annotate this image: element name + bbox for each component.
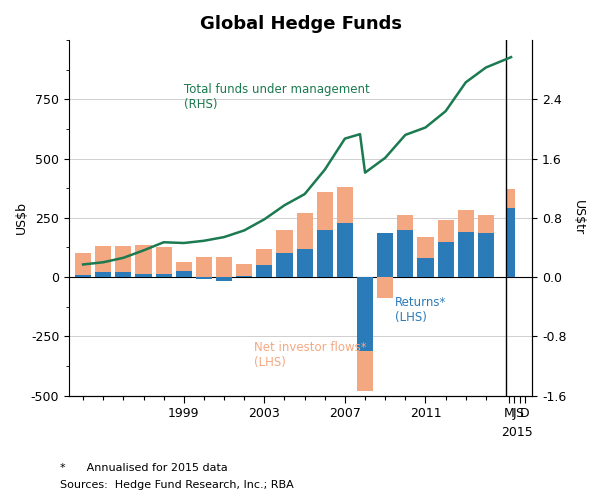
Bar bbox=[478, 233, 494, 277]
Text: Sources:  Hedge Fund Research, Inc.; RBA: Sources: Hedge Fund Research, Inc.; RBA bbox=[60, 480, 294, 490]
Bar bbox=[418, 237, 434, 258]
Y-axis label: US$tr: US$tr bbox=[572, 200, 585, 236]
Text: *      Annualised for 2015 data: * Annualised for 2015 data bbox=[60, 463, 228, 473]
Text: 2015: 2015 bbox=[501, 426, 533, 439]
Bar bbox=[478, 216, 494, 233]
Bar bbox=[458, 232, 474, 277]
Bar bbox=[337, 223, 353, 277]
Bar bbox=[115, 272, 131, 277]
Bar bbox=[115, 247, 131, 272]
Bar bbox=[136, 273, 152, 277]
Bar bbox=[418, 258, 434, 277]
Bar bbox=[357, 350, 373, 391]
Bar bbox=[437, 220, 454, 242]
Bar bbox=[377, 233, 393, 277]
Bar bbox=[95, 272, 111, 277]
Bar bbox=[296, 213, 313, 249]
Bar bbox=[236, 264, 252, 276]
Bar bbox=[507, 190, 515, 209]
Bar bbox=[357, 277, 373, 350]
Bar bbox=[317, 230, 333, 277]
Bar bbox=[176, 271, 192, 277]
Bar bbox=[136, 245, 152, 273]
Text: Net investor flows*
(LHS): Net investor flows* (LHS) bbox=[254, 341, 367, 369]
Bar bbox=[236, 276, 252, 277]
Text: Returns*
(LHS): Returns* (LHS) bbox=[395, 296, 446, 324]
Bar bbox=[377, 277, 393, 298]
Bar bbox=[277, 253, 293, 277]
Bar bbox=[317, 192, 333, 230]
Y-axis label: US$b: US$b bbox=[15, 201, 28, 235]
Bar bbox=[337, 187, 353, 223]
Bar bbox=[437, 242, 454, 277]
Bar bbox=[95, 247, 111, 272]
Bar bbox=[397, 216, 413, 230]
Bar bbox=[75, 274, 91, 277]
Title: Global Hedge Funds: Global Hedge Funds bbox=[200, 15, 401, 33]
Bar bbox=[296, 249, 313, 277]
Text: Total funds under management
(RHS): Total funds under management (RHS) bbox=[184, 83, 370, 111]
Bar bbox=[458, 210, 474, 232]
Bar bbox=[277, 230, 293, 253]
Bar bbox=[196, 277, 212, 279]
Bar bbox=[75, 253, 91, 274]
Bar bbox=[155, 248, 172, 273]
Bar bbox=[196, 257, 212, 277]
Bar bbox=[256, 265, 272, 277]
Bar bbox=[216, 257, 232, 277]
Bar bbox=[176, 261, 192, 271]
Bar bbox=[216, 277, 232, 280]
Bar bbox=[507, 209, 515, 277]
Bar bbox=[155, 273, 172, 277]
Bar bbox=[256, 249, 272, 265]
Bar bbox=[397, 230, 413, 277]
